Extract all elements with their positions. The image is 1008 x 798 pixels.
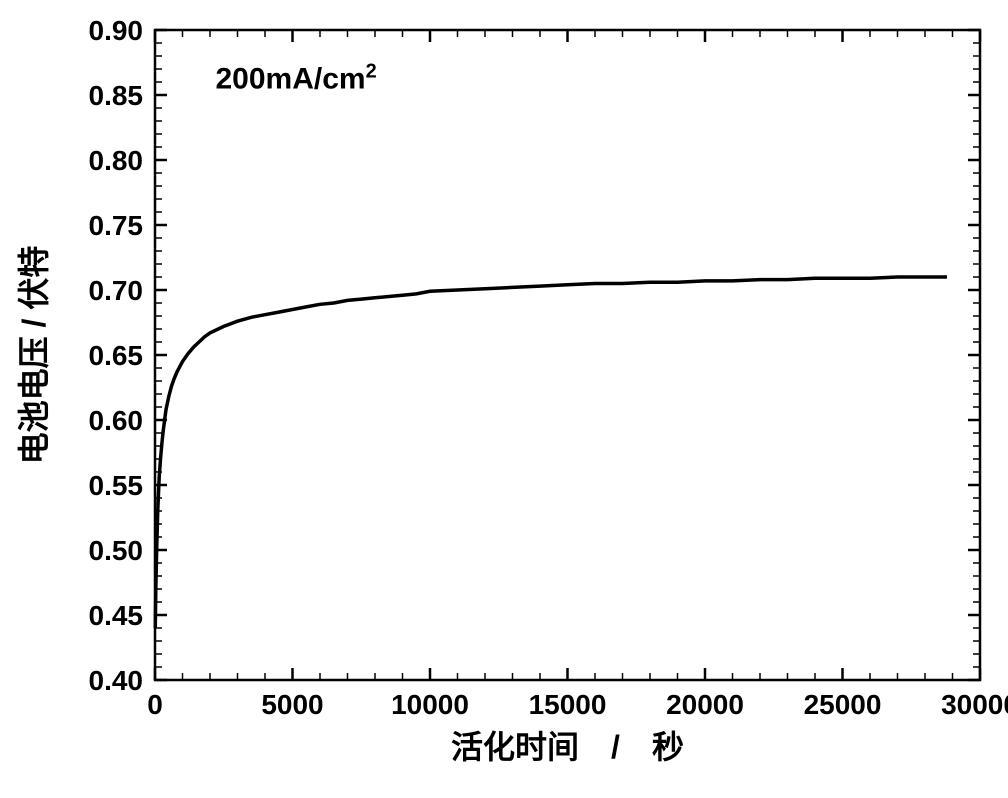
y-tick-label: 0.75	[89, 210, 144, 241]
x-tick-label: 10000	[391, 689, 469, 720]
annotation-text: 200mA/cm	[216, 63, 366, 96]
y-tick-label: 0.80	[89, 145, 144, 176]
plot-frame	[155, 30, 980, 680]
voltage-time-chart: 0 5000 10000 15000 20000 25000 30000 0.40 0.45 0.…	[0, 0, 1008, 798]
y-tick-label: 0.55	[89, 470, 144, 501]
y-tick-label: 0.60	[89, 405, 144, 436]
y-tick-label: 0.85	[89, 80, 144, 111]
x-tick-label: 20000	[666, 689, 744, 720]
x-tick-label: 30000	[941, 689, 1008, 720]
annotation-label: 200mA/cm2	[216, 61, 377, 96]
x-tick-label: 0	[147, 689, 163, 720]
y-axis-label: 电池电压 / 伏特	[16, 246, 52, 465]
x-tick-label: 15000	[529, 689, 607, 720]
y-tick-label: 0.90	[89, 15, 144, 46]
x-tick-label: 5000	[261, 689, 323, 720]
x-tick-label: 25000	[804, 689, 882, 720]
y-tick-label: 0.70	[89, 275, 144, 306]
y-tick-label: 0.65	[89, 340, 144, 371]
chart-container: 0 5000 10000 15000 20000 25000 30000 0.40 0.45 0.…	[0, 0, 1008, 798]
x-axis-label: 活化时间 / 秒	[451, 729, 684, 765]
y-tick-label: 0.40	[89, 665, 144, 696]
y-tick-label: 0.50	[89, 535, 144, 566]
y-tick-label: 0.45	[89, 600, 144, 631]
annotation-super: 2	[366, 61, 377, 83]
voltage-series	[155, 277, 947, 628]
